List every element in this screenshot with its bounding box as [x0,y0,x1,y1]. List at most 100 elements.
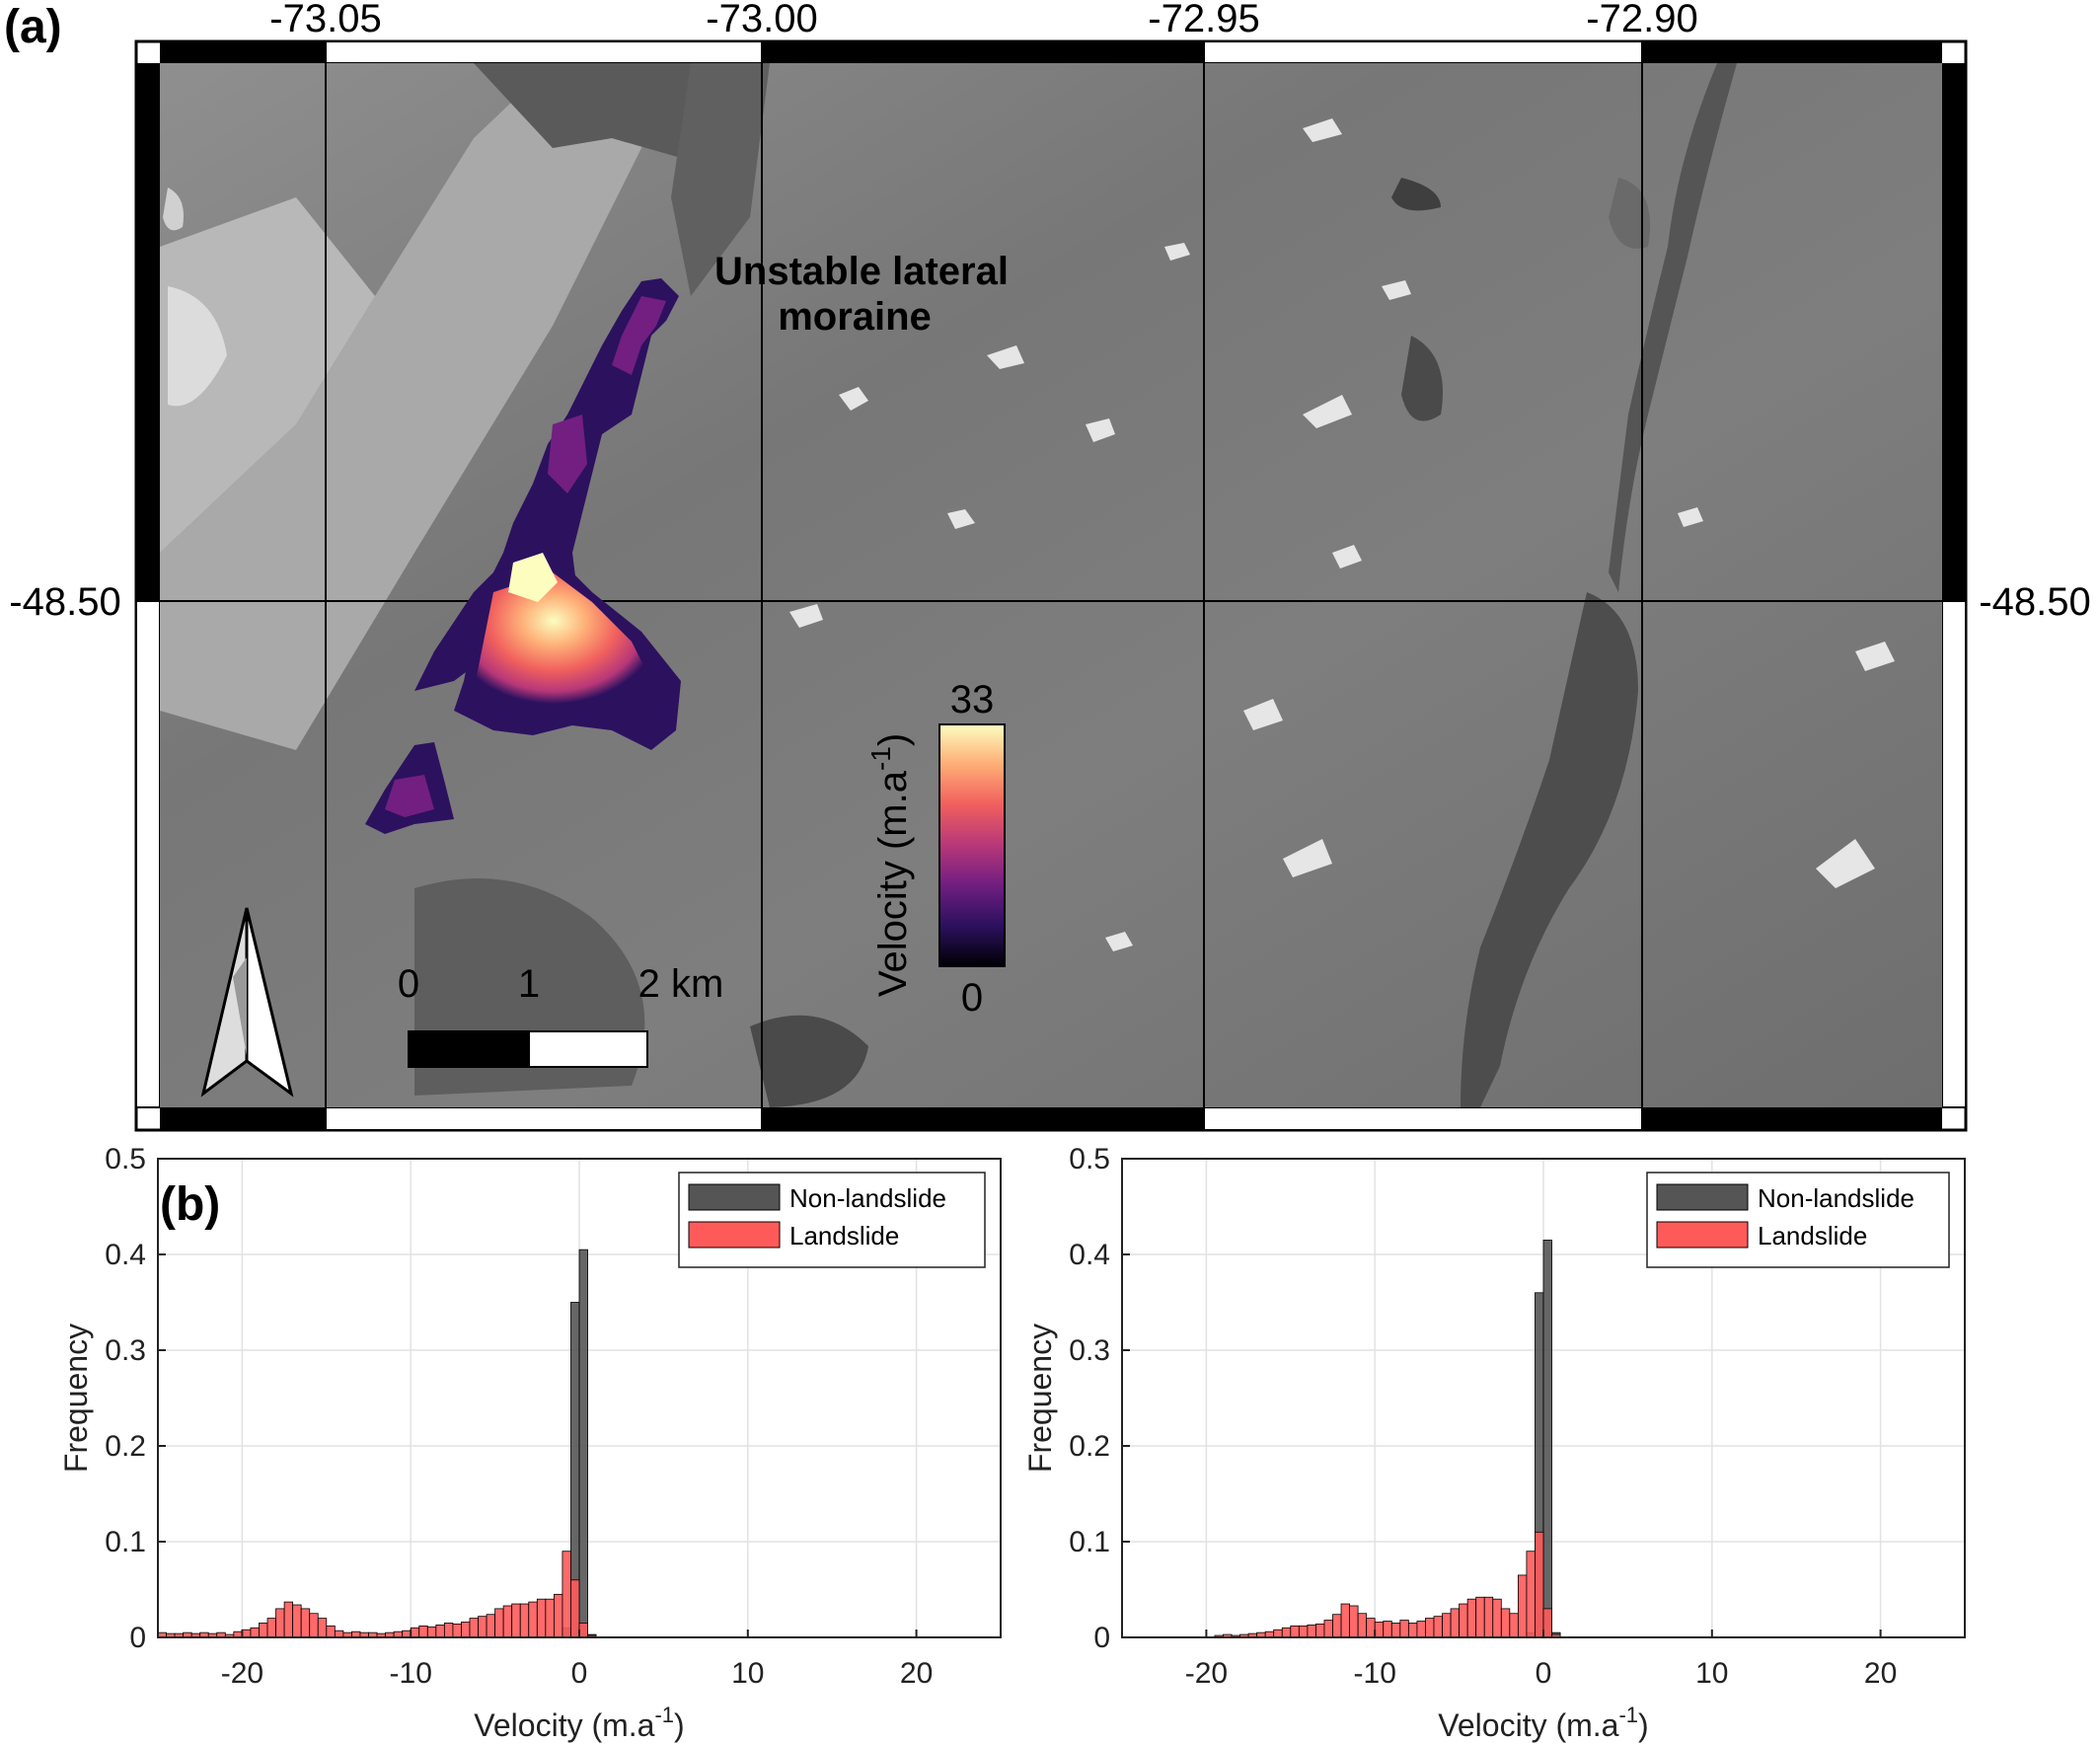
histogram-bar [1256,1631,1266,1638]
histogram-bar [1399,1620,1409,1638]
y-tick-label: 0.2 [1069,1430,1110,1463]
histogram-bar [334,1629,344,1638]
y-tick-label: 0.4 [105,1239,146,1271]
histogram-bar [410,1627,420,1638]
histogram-bar [250,1627,260,1638]
x-tick-label: -20 [1185,1657,1228,1690]
colorbar-title: Velocity (m.a-1) [865,733,915,997]
series-landslide [1214,1531,1561,1638]
histogram-bar [494,1608,504,1638]
histogram-bar [578,1249,588,1638]
legend-box [1646,1172,1950,1268]
moraine-annotation-line2: moraine [778,295,932,339]
legend-swatch [1656,1183,1749,1211]
histogram-bar [241,1629,252,1638]
histogram-bar [511,1603,521,1638]
histogram-bar [1459,1603,1468,1638]
y-tick-label: 0 [129,1622,146,1654]
histogram-bar [1526,1631,1536,1638]
north-arrow-icon [200,907,294,1098]
histogram-bar [174,1632,185,1638]
histogram-bar [326,1625,336,1638]
legend-label: Non-landslide [789,1183,946,1213]
histogram-bar [1315,1624,1325,1638]
y-tick-label: 0.3 [1069,1334,1110,1367]
histogram-bar [1442,1613,1452,1638]
histogram-bar [553,1593,563,1638]
y-tick-label: 0.5 [105,1143,146,1175]
histogram-bar [1466,1598,1477,1638]
histogram-bar [528,1601,538,1638]
histogram-bar [519,1603,530,1638]
histogram-bar [536,1598,547,1638]
histogram-bar [1323,1620,1333,1638]
lon-tick-2: -73.00 [706,0,817,40]
histogram-bar [224,1633,235,1638]
plot-area [1122,1159,1965,1637]
histogram-bar [292,1604,302,1638]
lon-tick-1: -73.05 [269,0,381,40]
histogram-bar [545,1598,555,1638]
scale-bar-tick-0: 0 [398,962,419,1006]
histogram-bar [1239,1633,1249,1638]
histogram-bar [216,1631,226,1638]
histogram-bar [435,1624,445,1638]
legend-swatch [688,1183,781,1211]
histogram-bar [502,1605,513,1638]
histogram-bar [1551,1633,1561,1638]
histogram-bar [157,1631,167,1638]
histogram-bar [359,1631,369,1638]
histogram-bar [259,1623,268,1638]
panel-a-label: (a) [4,1,62,53]
histogram-bar [190,1632,201,1638]
lon-tick-4: -72.90 [1586,0,1697,40]
histogram-bar [587,1633,597,1638]
histogram-bar [426,1626,437,1638]
x-tick-label: -20 [221,1657,263,1690]
legend: Non-landslide Landslide [678,1172,986,1268]
histogram-bar [1223,1633,1233,1638]
histogram-bar [1298,1625,1309,1638]
x-tick-label: 0 [571,1657,588,1690]
histogram-bar [166,1632,176,1638]
histogram-bar [1492,1598,1502,1638]
colorbar-title-sup: -1 [865,746,896,771]
histogram-bar [418,1625,428,1638]
x-tick-label: 10 [731,1657,764,1690]
histogram-1: -20 -10 0 10 20 0 0.1 0.2 0.3 0.4 0.5 Frequency Velo… [58,1143,1002,1743]
histogram-bar [478,1616,488,1638]
histogram-bar [1535,1531,1544,1638]
scale-bar-tick-2: 2 km [638,962,724,1006]
graticule [160,63,1942,1107]
histogram-bar [1509,1613,1519,1638]
histogram-bar [385,1631,395,1638]
x-axis-label: Velocity (m.a-1) [474,1703,684,1743]
histogram-bar [266,1618,276,1638]
histogram-bar [1281,1627,1292,1638]
colorbar-title-close: ) [871,733,915,746]
y-axis-label: Frequency [1022,1324,1058,1473]
histogram-bar [342,1631,352,1638]
histogram-bar [452,1624,462,1638]
histogram-bar [570,1579,580,1638]
histogram-bar [1264,1630,1275,1638]
x-axis-label: Velocity (m.a-1) [1438,1703,1648,1743]
y-axis-label: Frequency [58,1324,94,1473]
histogram-bar [1332,1614,1342,1638]
series-landslide [157,1551,597,1638]
histogram-bar [275,1608,285,1638]
histogram-bar [1526,1551,1536,1638]
histogram-bar [443,1623,454,1638]
histogram-bar [1483,1596,1494,1638]
histogram-bar [469,1618,479,1638]
histogram-bar [562,1627,571,1638]
x-tick-label: 20 [900,1657,933,1690]
y-tick-label: 0 [1093,1622,1110,1654]
histogram-bar [1340,1603,1350,1638]
x-tick-label: 0 [1536,1657,1552,1690]
x-axis-label-close: ) [674,1707,685,1743]
histogram-bar [1535,1292,1544,1638]
histogram-bar [207,1632,218,1638]
y-tick-label: 0.1 [1069,1526,1110,1558]
histogram-bar [199,1631,209,1638]
